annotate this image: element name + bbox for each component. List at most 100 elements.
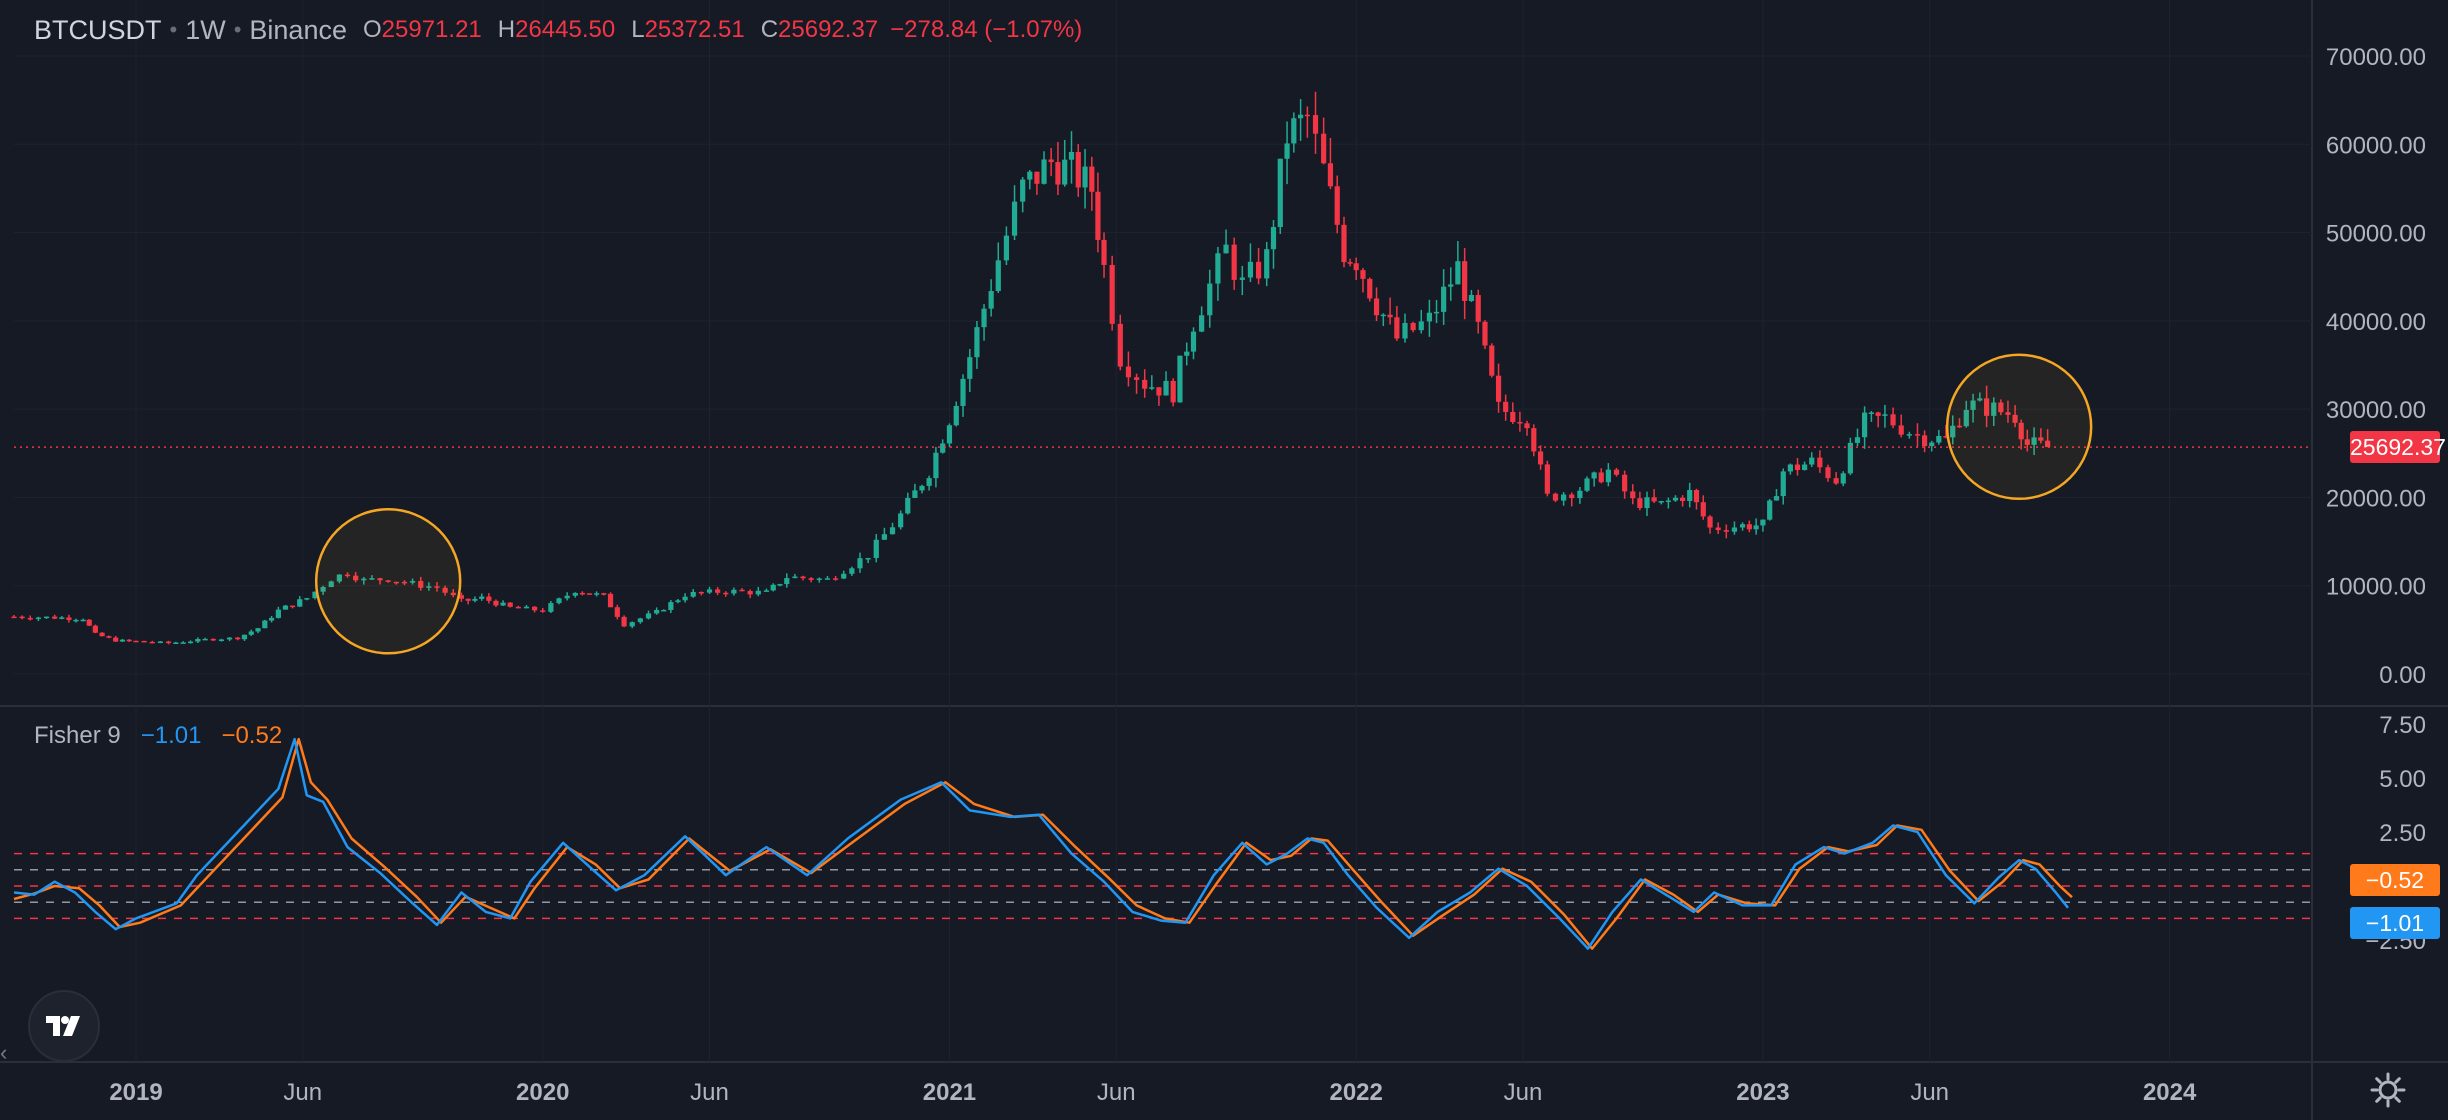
candle-body — [572, 592, 578, 596]
candle-body — [1142, 379, 1148, 389]
candle-body — [1277, 158, 1283, 227]
candle-body — [1746, 524, 1752, 530]
candle-body — [1991, 402, 1997, 416]
candle-body — [328, 581, 334, 588]
candle-body — [919, 485, 925, 491]
candle-body — [723, 592, 729, 595]
candle-body — [1082, 166, 1088, 188]
candle-body — [808, 578, 814, 580]
time-axis-label: 2020 — [516, 1079, 569, 1106]
indicator-name[interactable]: Fisher 9 — [34, 722, 121, 749]
time-axis-label: Jun — [1097, 1079, 1136, 1106]
candle-body — [458, 595, 464, 599]
candle-body — [92, 625, 98, 633]
candle-body — [1075, 152, 1081, 188]
candle-body — [1854, 437, 1861, 443]
candle-body — [770, 584, 776, 591]
candle-body — [1977, 398, 1983, 401]
candle-body — [2024, 439, 2030, 445]
candle-body — [1644, 497, 1650, 509]
candle-body — [1700, 502, 1706, 517]
candle-body — [629, 622, 635, 627]
candle-body — [99, 632, 105, 637]
time-axis-label: Jun — [1504, 1079, 1543, 1106]
candle-body — [297, 599, 303, 607]
fisher-value-badge: −1.01 — [2350, 906, 2440, 939]
candle-body — [1517, 421, 1523, 424]
candle-body — [2031, 437, 2037, 445]
candle-body — [268, 617, 275, 621]
time-axis-label: 2022 — [1329, 1079, 1382, 1106]
candle-body — [1840, 473, 1846, 484]
candle-body — [1441, 286, 1447, 312]
candle-body — [1921, 435, 1928, 447]
highlight-circle — [1945, 353, 2093, 501]
candle-body — [816, 578, 822, 580]
candle-body — [1914, 434, 1921, 436]
price-axis-label: 10000.00 — [2326, 574, 2426, 601]
candle-body — [241, 634, 248, 640]
candle-body — [59, 617, 65, 619]
candle-body — [157, 641, 164, 644]
candle-body — [1264, 249, 1270, 279]
candle-body — [73, 619, 79, 622]
candle-body — [1524, 423, 1530, 429]
candle-body — [393, 581, 399, 584]
tradingview-logo-icon[interactable] — [28, 990, 100, 1062]
candle-body — [1003, 235, 1010, 261]
candles-group — [11, 91, 2051, 645]
separator-dot: • — [233, 17, 242, 42]
high-label: H — [497, 16, 516, 43]
candle-body — [336, 574, 342, 582]
candle-body — [960, 378, 966, 406]
candle-body — [173, 642, 179, 645]
interval-label[interactable]: 1W — [185, 14, 226, 45]
candle-body — [80, 619, 86, 622]
settings-gear-icon[interactable] — [2368, 1070, 2408, 1110]
candle-body — [1577, 490, 1583, 499]
candle-body — [1156, 387, 1162, 396]
candle-body — [849, 568, 855, 574]
candle-body — [661, 609, 667, 612]
candle-body — [1334, 186, 1340, 225]
candle-body — [946, 425, 953, 444]
candle-body — [180, 642, 186, 644]
candle-body — [881, 534, 887, 540]
candle-body — [1693, 489, 1700, 503]
candle-body — [706, 589, 713, 593]
candle-body — [532, 606, 538, 611]
candle-body — [1462, 261, 1468, 301]
candle-body — [1402, 322, 1408, 339]
symbol-name[interactable]: BTCUSDT — [34, 14, 162, 45]
indicator-legend[interactable]: Fisher 9 −1.01 −0.52 — [34, 722, 282, 750]
candle-body — [1223, 244, 1229, 254]
candle-body — [1503, 401, 1509, 412]
candle-body — [1531, 428, 1537, 452]
candle-body — [113, 637, 119, 642]
candle-body — [1327, 163, 1334, 187]
candle-body — [1027, 171, 1033, 180]
candle-body — [1890, 414, 1896, 426]
candle-body — [1101, 239, 1107, 265]
candle-body — [654, 609, 660, 614]
indicator-axis-label: 5.00 — [2379, 766, 2426, 793]
candle-body — [86, 619, 92, 626]
candle-body — [320, 587, 326, 592]
candle-body — [1020, 179, 1026, 202]
candle-body — [202, 638, 208, 641]
candle-body — [195, 639, 201, 642]
candle-body — [1739, 524, 1746, 528]
candle-body — [1475, 294, 1481, 322]
candle-body — [1190, 331, 1197, 352]
candle-body — [1723, 530, 1729, 532]
candle-body — [1950, 425, 1956, 438]
candle-body — [1882, 414, 1888, 416]
candle-body — [1163, 380, 1169, 396]
scroll-left-icon[interactable]: ‹ — [0, 1040, 8, 1065]
candle-body — [784, 578, 790, 585]
candle-body — [1380, 314, 1386, 317]
candle-body — [548, 603, 554, 612]
candle-body — [1613, 469, 1620, 475]
candle-body — [187, 641, 194, 644]
